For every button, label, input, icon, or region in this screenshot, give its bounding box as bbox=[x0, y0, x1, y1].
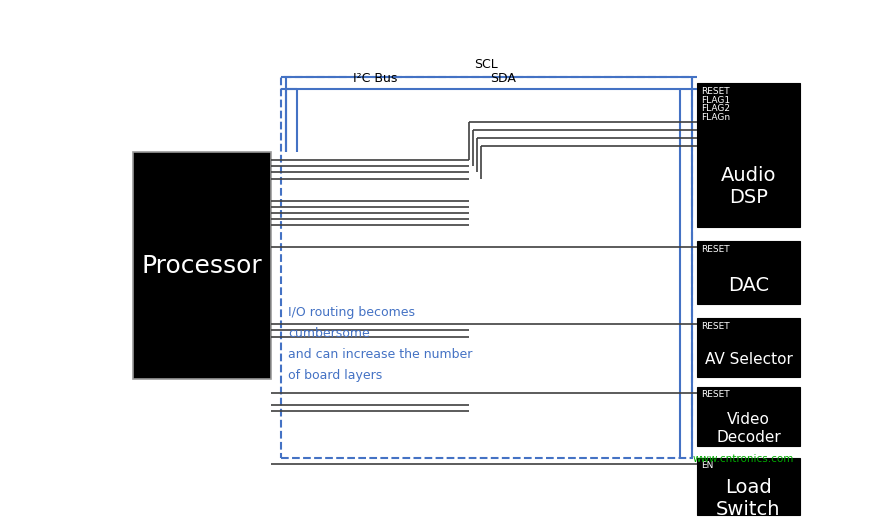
Text: Audio
DSP: Audio DSP bbox=[721, 166, 776, 207]
Text: RESET: RESET bbox=[702, 87, 730, 96]
Bar bbox=[697, 318, 800, 377]
Bar bbox=[697, 387, 800, 446]
Text: RESET: RESET bbox=[702, 321, 730, 330]
Text: Video
Decoder: Video Decoder bbox=[716, 412, 780, 445]
Text: EN: EN bbox=[702, 461, 713, 470]
Bar bbox=[697, 241, 800, 304]
Text: FLAGn: FLAGn bbox=[702, 113, 730, 123]
Text: SDA: SDA bbox=[490, 72, 516, 85]
Bar bbox=[132, 152, 271, 379]
Text: Processor: Processor bbox=[141, 254, 262, 278]
Bar bbox=[697, 458, 800, 515]
Text: www.cntronics.com: www.cntronics.com bbox=[693, 454, 794, 464]
Text: FLAG2: FLAG2 bbox=[702, 105, 730, 114]
Text: Load
Switch: Load Switch bbox=[716, 478, 780, 519]
Text: AV Selector: AV Selector bbox=[704, 352, 792, 367]
Bar bbox=[697, 83, 800, 227]
Bar bbox=[282, 77, 692, 458]
Text: FLAG1: FLAG1 bbox=[702, 96, 730, 105]
Text: DAC: DAC bbox=[728, 276, 769, 295]
Text: I/O routing becomes
cumbersome
and can increase the number
of board layers: I/O routing becomes cumbersome and can i… bbox=[289, 306, 473, 382]
Text: SCL: SCL bbox=[474, 58, 498, 71]
Text: I²C Bus: I²C Bus bbox=[353, 72, 397, 85]
Text: RESET: RESET bbox=[702, 390, 730, 399]
Text: RESET: RESET bbox=[702, 245, 730, 254]
